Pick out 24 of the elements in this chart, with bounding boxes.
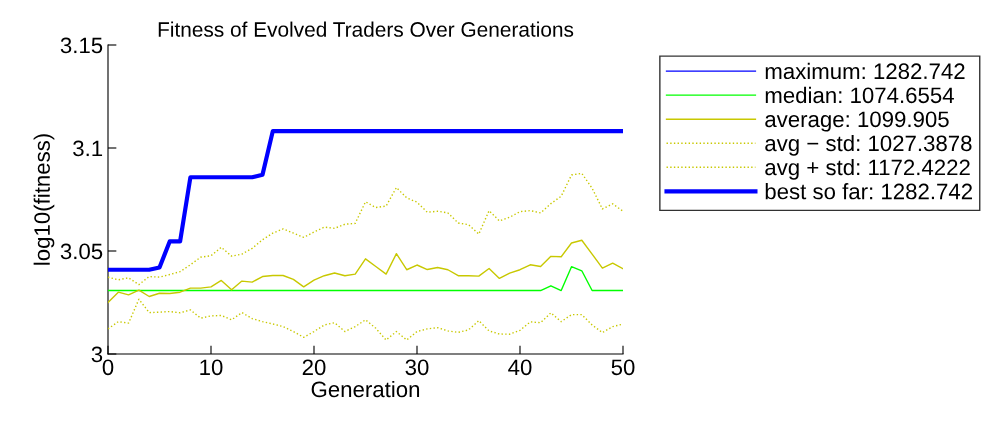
y-tick-label: 3.05 — [60, 243, 103, 260]
line-series — [108, 172, 623, 286]
legend-label: maximum: 1282.742 — [765, 62, 965, 80]
y-tick-label: 3.15 — [60, 37, 103, 54]
chart-title: Fitness of Evolved Traders Over Generations — [158, 21, 574, 37]
y-tick-label: 3 — [91, 346, 103, 363]
x-tick-label: 20 — [302, 359, 326, 376]
line-series — [108, 239, 623, 304]
legend-label: avg + std: 1172.4222 — [765, 158, 970, 180]
x-tick-label: 30 — [405, 359, 429, 376]
legend-label: best so far: 1282.742 — [765, 183, 972, 200]
line-series — [108, 265, 623, 292]
line-series — [108, 298, 623, 341]
x-tick-label: 40 — [508, 359, 532, 376]
x-tick-label: 10 — [200, 359, 223, 376]
y-axis-title: log10(fitness) — [33, 134, 55, 265]
line-series — [108, 129, 623, 272]
x-tick-label: 50 — [611, 359, 635, 376]
legend-label: average: 1099.905 — [765, 111, 949, 132]
legend-label: avg − std: 1027.3878 — [765, 134, 972, 156]
legend-label: median: 1074.6554 — [765, 86, 954, 104]
y-tick-label: 3.1 — [73, 140, 103, 157]
x-tick-label: 0 — [102, 359, 114, 376]
x-axis-title: Generation — [311, 380, 420, 398]
